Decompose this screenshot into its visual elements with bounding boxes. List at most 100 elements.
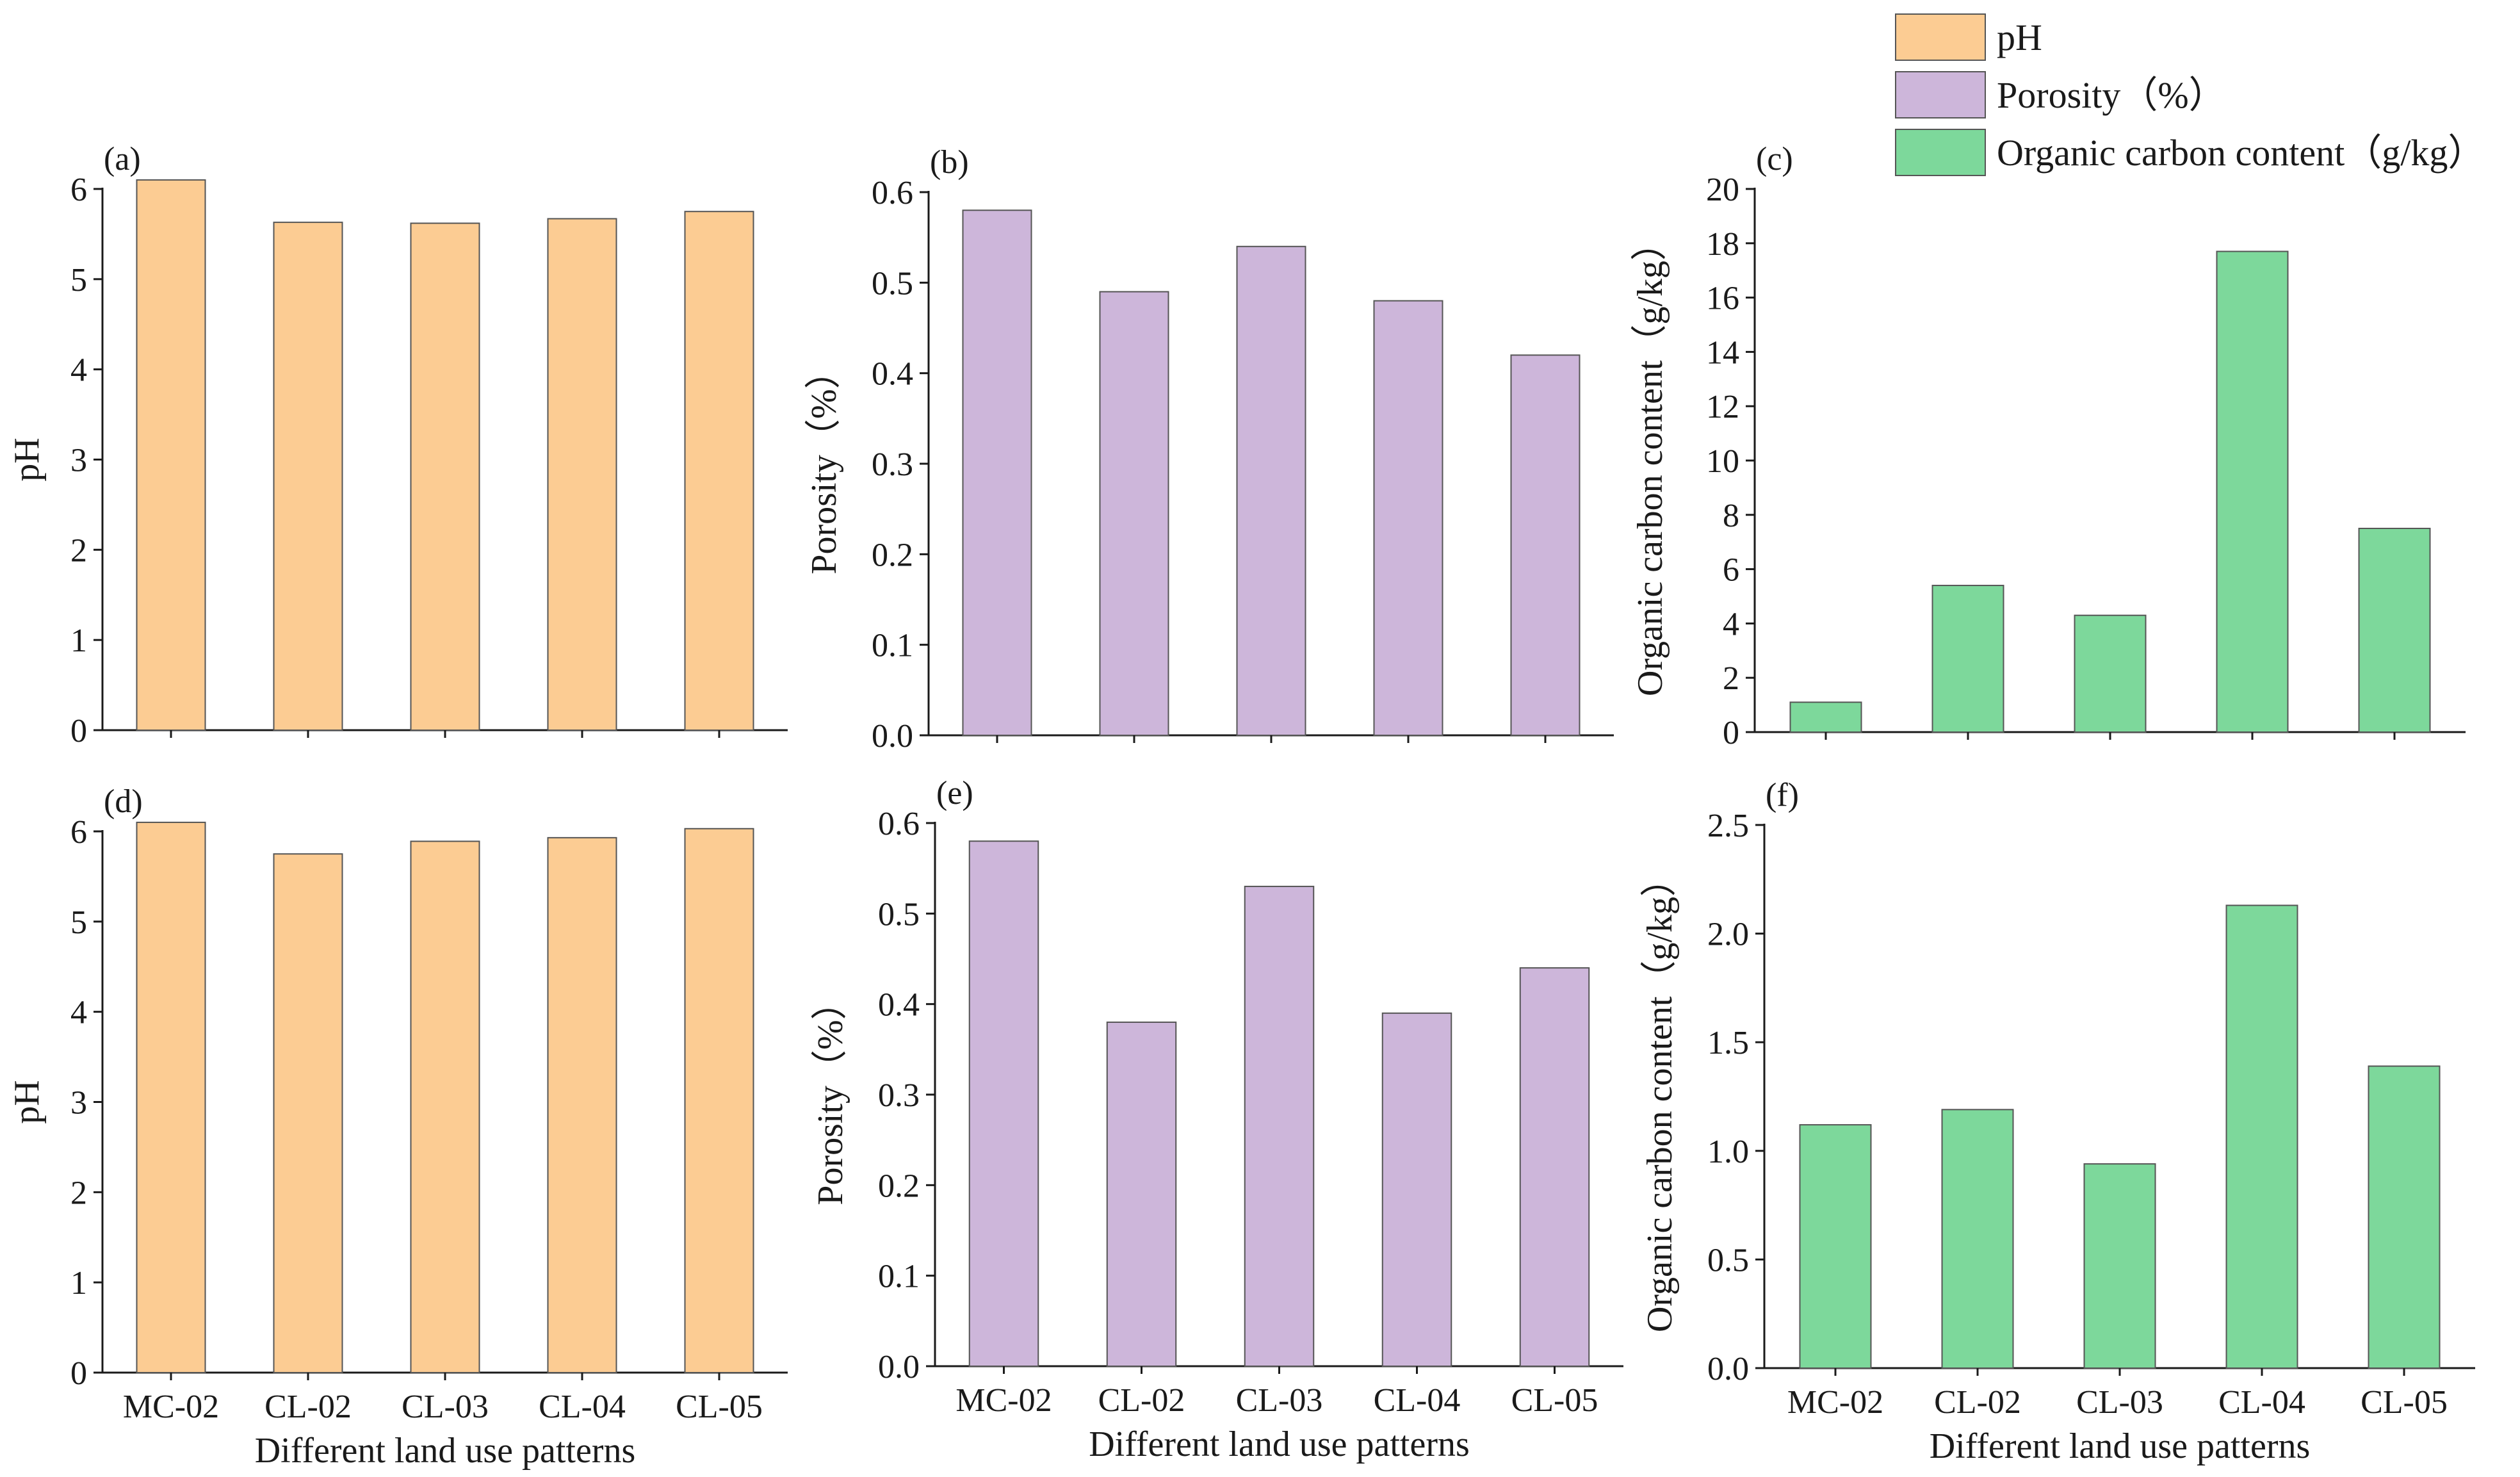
y-tick-label: 0.2	[872, 537, 913, 573]
y-tick-label: 0.4	[872, 356, 913, 393]
bar-cl-02	[1099, 291, 1169, 736]
bar-cl-02	[1941, 1109, 2014, 1369]
y-tick-label: 6	[70, 814, 87, 851]
y-tick-label: 4	[1723, 606, 1739, 642]
y-tick-label: 1	[70, 623, 87, 659]
legend-swatch	[1895, 71, 1986, 118]
panel-tag: (c)	[1756, 141, 1793, 177]
y-tick-label: 0.6	[872, 175, 913, 211]
panel-tag: (a)	[104, 141, 141, 177]
chart-panel-5: 0.0 0.1 0.2 0.3 0.4 0.5 0.6 MC-02 CL-02 CL-03 CL-0…	[811, 775, 1623, 1464]
bar-mc-02	[1799, 1124, 1872, 1369]
y-tick-label: 16	[1706, 281, 1739, 317]
x-tick-label: CL-02	[1098, 1382, 1185, 1419]
legend: pH Porosity（%） Organic carbon content（g/kg…	[1895, 13, 2485, 176]
panels: 0123456(a)pH0.00.10.20.30.40.50.6(b)Poro…	[7, 141, 2475, 1471]
bar-mc-02	[136, 821, 206, 1373]
x-tick-label: MC-02	[955, 1382, 1052, 1419]
bar-cl-04	[1381, 1012, 1452, 1367]
panel-tag: (e)	[936, 775, 973, 812]
chart-panel-3: 0 2 4 6 8 10 12 14 16 18 20 (c) Organic carbon conte…	[1630, 141, 2466, 751]
legend-label: Organic carbon content（g/kg）	[1997, 132, 2485, 174]
y-tick-label: 1	[70, 1265, 87, 1302]
bar-cl-03	[1236, 245, 1306, 736]
legend-swatch	[1895, 13, 1986, 61]
y-tick-label: 20	[1706, 172, 1739, 208]
y-axis-title: pH	[7, 437, 47, 481]
x-tick-label: CL-03	[2076, 1384, 2163, 1421]
y-tick-label: 3	[70, 443, 87, 479]
chart-panel-6: 0.0 0.5 1.0 1.5 2.0 2.5 MC-02 CL-02 CL-03 CL-04 CL…	[1640, 777, 2475, 1466]
y-tick-label: 0	[1723, 715, 1739, 751]
panel-tag: (f)	[1766, 777, 1799, 813]
y-tick-label: 14	[1706, 334, 1739, 371]
bar-cl-02	[273, 853, 343, 1374]
y-tick-label: 0.3	[878, 1077, 920, 1114]
x-tick-label: CL-04	[539, 1389, 626, 1425]
y-tick-label: 2.5	[1707, 808, 1749, 844]
y-tick-label: 0.3	[872, 446, 913, 483]
y-tick-label: 0.0	[872, 718, 913, 755]
y-tick-label: 2	[1723, 660, 1739, 697]
y-tick-label: 0.5	[1707, 1242, 1749, 1278]
x-tick-label: CL-05	[676, 1389, 763, 1425]
y-axis-title: Organic carbon content（g/kg）	[1640, 861, 1680, 1332]
y-tick-label: 1.5	[1707, 1025, 1749, 1061]
y-tick-label: 5	[70, 262, 87, 298]
legend-label: Porosity（%）	[1997, 74, 2226, 116]
y-tick-label: 0	[70, 713, 87, 749]
y-tick-label: 5	[70, 904, 87, 941]
y-tick-label: 0	[70, 1355, 87, 1392]
bar-cl-03	[2083, 1163, 2156, 1369]
legend-swatch	[1895, 129, 1986, 176]
y-tick-label: 2	[70, 532, 87, 569]
x-tick-label: MC-02	[1787, 1384, 1883, 1421]
legend-label: pH	[1997, 17, 2042, 58]
bar-cl-03	[410, 840, 480, 1374]
bar-cl-04	[1373, 300, 1443, 737]
bar-cl-04	[2216, 250, 2289, 733]
bar-cl-05	[1510, 354, 1581, 736]
bar-cl-05	[684, 211, 754, 731]
y-axis-title: Organic carbon content（g/kg）	[1630, 225, 1670, 696]
x-tick-label: CL-03	[1236, 1382, 1323, 1419]
y-tick-label: 6	[1723, 552, 1739, 589]
panel-tag: (b)	[930, 144, 969, 181]
panel-tag: (d)	[104, 783, 143, 820]
y-tick-label: 0.5	[878, 896, 920, 933]
y-tick-label: 12	[1706, 389, 1739, 425]
bar-cl-05	[2368, 1065, 2441, 1369]
bar-mc-02	[136, 179, 206, 731]
y-axis-title: pH	[7, 1080, 47, 1123]
x-tick-label: CL-04	[1374, 1382, 1461, 1419]
chart-panel-2: 0.0 0.1 0.2 0.3 0.4 0.5 0.6 (b) Porosity（%）	[804, 144, 1614, 755]
bar-cl-05	[1519, 967, 1590, 1367]
y-tick-label: 0.2	[878, 1168, 920, 1204]
x-tick-label: MC-02	[123, 1389, 219, 1425]
bar-cl-04	[2225, 904, 2298, 1369]
x-tick-label: CL-02	[1934, 1384, 2021, 1421]
x-tick-label: CL-04	[2218, 1384, 2305, 1421]
bar-cl-05	[2358, 528, 2431, 733]
bar-cl-03	[2074, 614, 2147, 733]
bar-cl-03	[410, 222, 480, 731]
bar-cl-02	[273, 222, 343, 731]
bar-mc-02	[968, 840, 1039, 1367]
y-tick-label: 0.0	[878, 1349, 920, 1385]
x-axis-title: Different land use patterns	[1089, 1424, 1470, 1464]
bar-mc-02	[1789, 701, 1862, 733]
y-axis-title: Porosity（%）	[804, 353, 844, 574]
y-tick-label: 2.0	[1707, 917, 1749, 953]
x-tick-label: CL-05	[1511, 1382, 1598, 1419]
x-axis-title: Different land use patterns	[255, 1431, 636, 1471]
bar-cl-03	[1244, 885, 1315, 1367]
y-tick-label: 1.0	[1707, 1134, 1749, 1170]
y-tick-label: 2	[70, 1175, 87, 1211]
bar-cl-02	[1931, 585, 2004, 733]
x-tick-label: CL-03	[402, 1389, 489, 1425]
bar-cl-04	[547, 218, 617, 731]
bar-cl-04	[547, 836, 617, 1373]
y-tick-label: 0.6	[878, 806, 920, 842]
y-tick-label: 18	[1706, 226, 1739, 263]
